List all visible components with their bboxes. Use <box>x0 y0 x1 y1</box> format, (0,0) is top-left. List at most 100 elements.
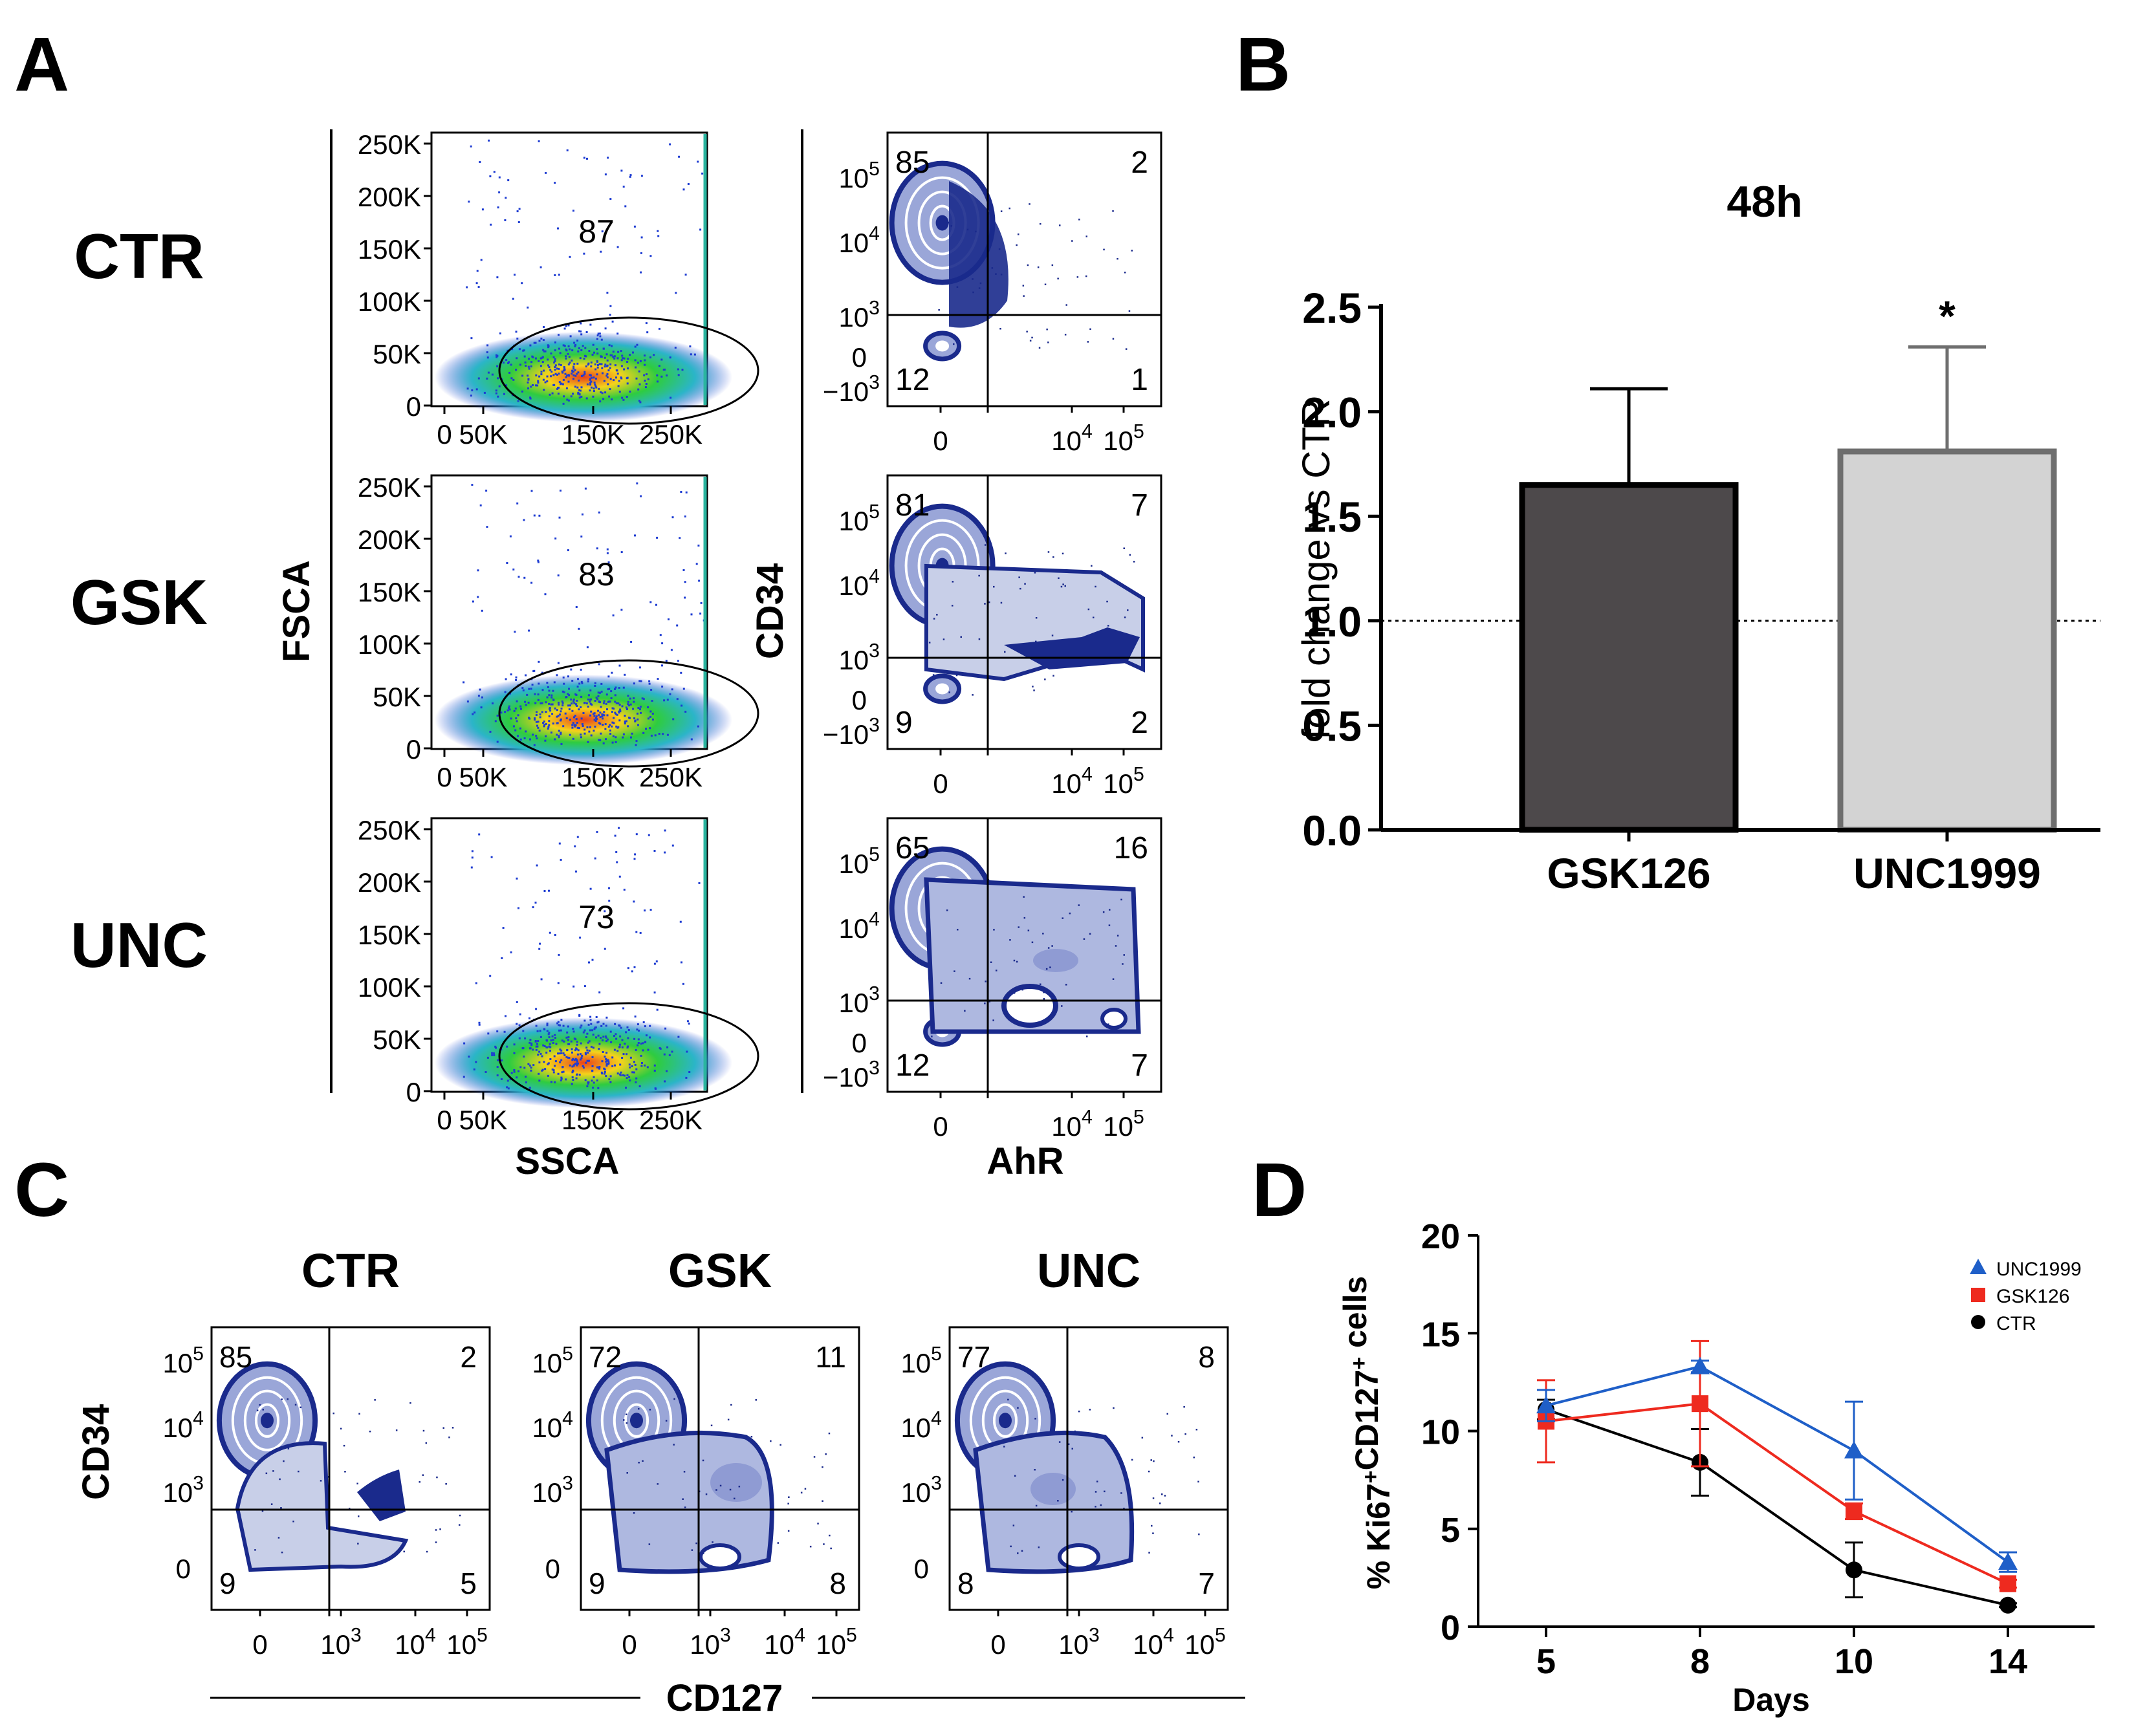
scatter-dot <box>634 359 637 362</box>
label-part: cells <box>1337 1276 1373 1357</box>
scatter-dot <box>649 601 652 603</box>
scatter-dot <box>622 1074 624 1076</box>
scatter-dot <box>586 1059 589 1062</box>
scatter-dot <box>642 732 645 734</box>
scatter-dot <box>598 722 600 724</box>
scatter-dot <box>463 681 465 684</box>
tick-exponent: 5 <box>869 158 880 180</box>
scatter-dot <box>621 705 624 708</box>
scatter-dot <box>618 704 621 706</box>
scatter-dot <box>537 561 539 563</box>
y-tick-label: −103 <box>823 715 880 750</box>
scatter-dot <box>646 331 649 334</box>
scatter-dot <box>580 333 583 336</box>
scatter-dot <box>572 1079 574 1081</box>
scatter-dot <box>459 1514 461 1517</box>
scatter-dot <box>616 713 618 716</box>
scatter-dot <box>1035 617 1038 619</box>
scatter-dot <box>637 712 638 715</box>
scatter-dot <box>567 693 569 695</box>
scatter-dot <box>640 1043 642 1045</box>
scatter-dot <box>638 383 641 385</box>
scatter-dot <box>611 398 613 400</box>
scatter-dot <box>1184 1433 1186 1435</box>
scatter-dot <box>1164 1495 1166 1497</box>
label-part: % Ki67 <box>1360 1483 1397 1589</box>
scatter-dot <box>1120 898 1122 901</box>
scatter-dot <box>1027 929 1030 931</box>
scatter-dot <box>283 1460 285 1462</box>
scatter-dot <box>510 377 513 380</box>
scatter-dot <box>1062 1479 1064 1481</box>
scatter-dot <box>561 700 563 703</box>
scatter-dot <box>518 1037 521 1039</box>
scatter-dot <box>575 703 578 706</box>
scatter-dot <box>281 1398 283 1400</box>
series-ctr <box>1537 1398 2017 1614</box>
scatter-dot <box>542 378 545 381</box>
scatter-dot <box>510 673 512 676</box>
scatter-dot <box>569 1064 571 1067</box>
scatter-dot <box>542 349 545 351</box>
scatter-dot <box>569 719 571 721</box>
scatter-dot <box>587 699 589 700</box>
scatter-dot <box>596 348 598 351</box>
scatter-dot <box>687 183 690 185</box>
tick-label: 103 <box>320 1625 362 1660</box>
scatter-dot <box>635 377 638 380</box>
scatter-dot <box>549 1058 552 1060</box>
scatter-dot <box>576 1043 578 1046</box>
scatter-dot <box>638 1029 640 1032</box>
scatter-dot <box>528 717 530 719</box>
panel-c-x-axis-label: CD127 <box>666 1677 783 1719</box>
scatter-dot <box>523 1067 526 1069</box>
scatter-dot <box>265 1472 268 1475</box>
scatter-dot <box>610 690 613 693</box>
scatter-dot <box>598 739 600 741</box>
scatter-dot <box>556 387 559 390</box>
scatter-dot <box>575 1047 578 1050</box>
scatter-dot <box>477 596 479 598</box>
scatter-dot <box>534 693 536 695</box>
tick-label: 103 <box>532 1473 573 1508</box>
scatter-dot <box>514 729 517 732</box>
scatter-dot <box>822 1466 823 1468</box>
scatter-dot <box>519 727 521 730</box>
y-tick-label: −103 <box>823 372 880 407</box>
scatter-dot <box>682 188 685 191</box>
scatter-dot <box>629 1056 632 1059</box>
scatter-dot <box>665 1420 668 1422</box>
scatter-dot <box>1016 244 1018 246</box>
series-unc1999 <box>1536 1356 2018 1573</box>
scatter-dot <box>1159 1503 1161 1504</box>
scatter-dot <box>627 1045 629 1048</box>
scatter-dot <box>813 1456 816 1458</box>
scatter-dot <box>683 1471 686 1473</box>
scatter-dot <box>594 682 596 684</box>
scatter-dot <box>545 1039 548 1041</box>
scatter-dot <box>660 358 663 361</box>
legend-label: CTR <box>1996 1313 2036 1334</box>
scatter-dot <box>474 711 476 714</box>
data-point <box>1846 1561 1862 1579</box>
scatter-dot <box>1125 348 1128 350</box>
scatter-dot <box>562 1070 565 1073</box>
scatter-dot <box>571 1059 574 1061</box>
tick-exponent: 3 <box>720 1625 731 1646</box>
scatter-dot <box>614 1023 616 1025</box>
scatter-dot <box>553 681 556 684</box>
scatter-dot <box>516 338 519 340</box>
scatter-dot <box>496 1066 499 1069</box>
scatter-dot <box>1087 608 1090 611</box>
scatter-dot <box>1152 1497 1155 1499</box>
scatter-dot <box>829 1534 831 1537</box>
scatter-dot <box>445 1483 447 1485</box>
scatter-dot <box>614 700 616 703</box>
scatter-dot <box>1026 331 1028 332</box>
data-point <box>1692 1395 1708 1413</box>
scatter-dot <box>486 1056 489 1059</box>
y-tick-label: 0 <box>406 1077 421 1107</box>
scatter-dot <box>684 581 686 583</box>
scatter-dot <box>496 741 499 743</box>
scatter-dot <box>642 1460 644 1462</box>
